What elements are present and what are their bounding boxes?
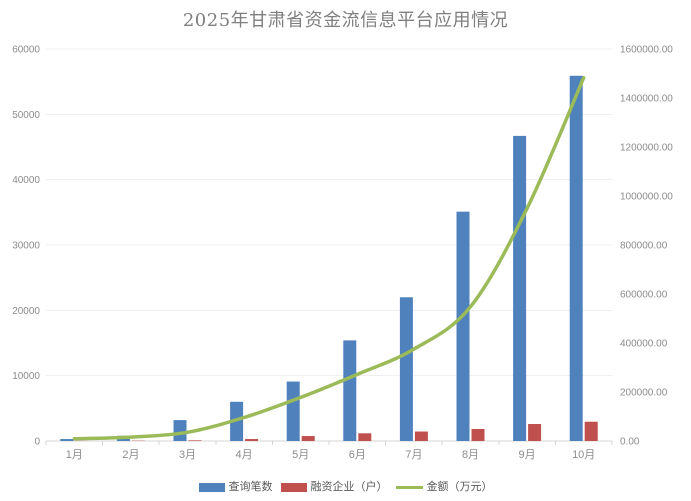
right-axis-tick-label: 1400000.00 — [620, 94, 673, 105]
left-axis-tick-label: 10000 — [12, 371, 40, 382]
x-axis-category-label: 2月 — [122, 449, 139, 461]
right-axis-tick-label: 0.00 — [620, 437, 640, 448]
bar-融资企业（户）[interactable] — [301, 436, 315, 441]
left-axis-tick-label: 50000 — [12, 110, 40, 121]
left-axis-tick-label: 0 — [34, 437, 40, 448]
bar-融资企业（户）[interactable] — [528, 424, 542, 441]
x-axis-category-label: 4月 — [236, 449, 253, 461]
legend-label-enterprises: 融资企业（户） — [310, 481, 388, 493]
bar-查询笔数[interactable] — [513, 135, 527, 442]
right-axis-tick-label: 600000.00 — [620, 290, 668, 301]
right-axis-tick-label: 1000000.00 — [620, 192, 673, 203]
x-axis-category-label: 7月 — [405, 449, 422, 461]
bar-查询笔数[interactable] — [343, 340, 357, 441]
left-axis-tick-label: 20000 — [12, 306, 40, 317]
x-axis-category-label: 9月 — [519, 449, 536, 461]
right-axis-tick-label: 1200000.00 — [620, 143, 673, 154]
right-axis-tick-label: 400000.00 — [620, 339, 668, 350]
right-axis-tick-label: 800000.00 — [620, 241, 668, 252]
legend-label-amount: 金额（万元） — [426, 481, 493, 493]
x-axis-category-label: 3月 — [179, 449, 196, 461]
right-axis-tick-label: 200000.00 — [620, 388, 668, 399]
bar-查询笔数[interactable] — [569, 75, 583, 441]
left-axis-tick-label: 60000 — [12, 45, 40, 56]
bar-查询笔数[interactable] — [456, 211, 470, 441]
legend-label-queries: 查询笔数 — [228, 481, 273, 493]
left-axis-tick-label: 40000 — [12, 175, 40, 186]
bar-融资企业（户）[interactable] — [414, 431, 428, 441]
bar-融资企业（户）[interactable] — [471, 428, 485, 441]
bar-查询笔数[interactable] — [399, 297, 413, 441]
x-axis-category-label: 5月 — [292, 449, 309, 461]
x-axis-category-label: 1月 — [66, 449, 83, 461]
x-axis-category-label: 6月 — [349, 449, 366, 461]
bar-融资企业（户）[interactable] — [245, 439, 259, 441]
x-axis-category-label: 10月 — [572, 449, 595, 461]
right-axis-tick-label: 1600000.00 — [620, 45, 673, 56]
bar-查询笔数[interactable] — [286, 381, 300, 441]
bar-融资企业（户）[interactable] — [584, 421, 598, 441]
bar-融资企业（户）[interactable] — [358, 433, 372, 441]
chart-title: 2025年甘肃省资金流信息平台应用情况 — [182, 10, 509, 31]
left-axis-tick-label: 30000 — [12, 241, 40, 252]
line-金额（万元）[interactable] — [72, 75, 586, 441]
legend-item-amount[interactable]: 金额（万元） — [395, 478, 493, 496]
bar-融资企业（户）[interactable] — [188, 440, 202, 441]
legend-item-enterprises[interactable]: 融资企业（户） — [280, 478, 388, 496]
bar-查询笔数[interactable] — [173, 420, 187, 441]
line-swatch-icon — [395, 485, 423, 489]
x-axis-category-label: 8月 — [462, 449, 479, 461]
bar-swatch-icon — [198, 482, 225, 492]
bar-查询笔数[interactable] — [60, 439, 74, 441]
legend: 查询笔数 融资企业（户） 金额（万元） — [0, 478, 691, 496]
legend-item-queries[interactable]: 查询笔数 — [198, 478, 273, 496]
bar-swatch-icon — [280, 482, 307, 492]
